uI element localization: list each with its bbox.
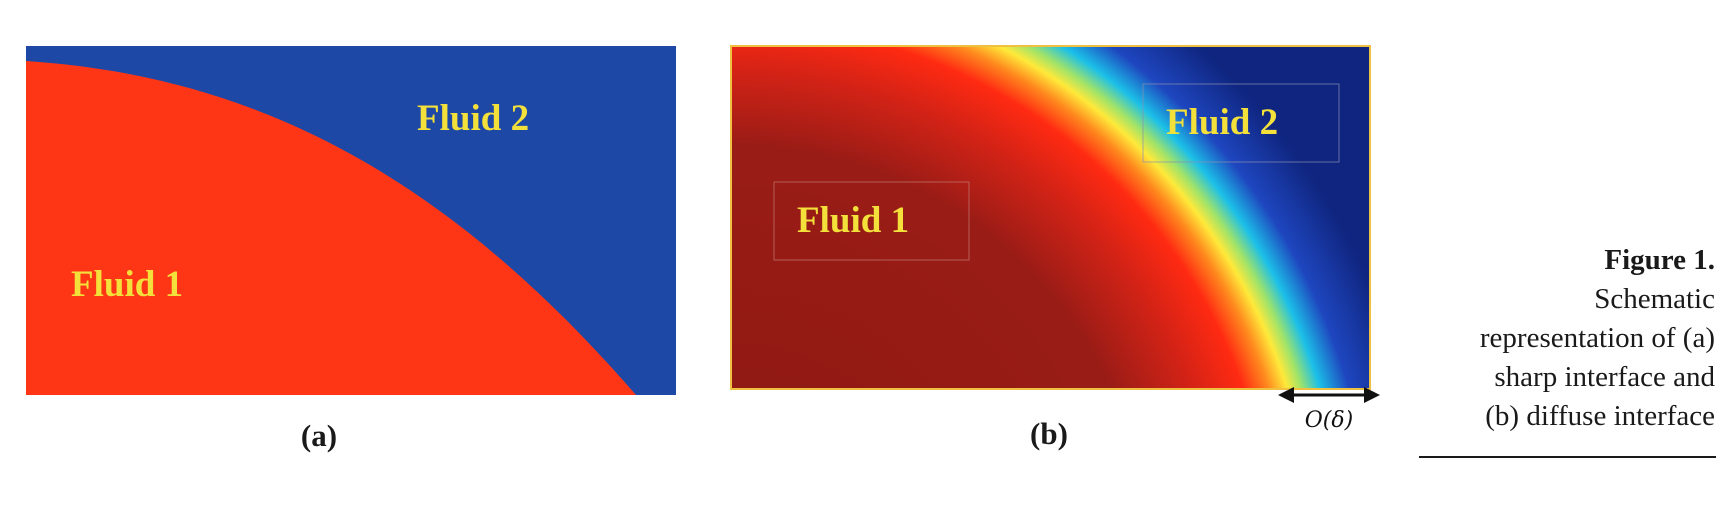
interface-width-label: O(δ) — [1305, 408, 1353, 433]
arrow-left-icon — [1278, 387, 1294, 403]
caption-line: Schematic — [1594, 283, 1715, 315]
panel-b-label: (b) — [1030, 416, 1068, 451]
caption-line: sharp interface and — [1494, 361, 1715, 393]
figure-caption: Figure 1. Schematic representation of (a… — [1415, 241, 1715, 436]
diffuse-field — [730, 45, 1371, 390]
fluid1-label: Fluid 1 — [71, 264, 183, 305]
panel-b-border — [730, 45, 1371, 390]
panel-a-label: (a) — [300, 418, 338, 453]
fluid2-label-box — [1142, 83, 1340, 163]
fluid1-label: Fluid 1 — [797, 200, 909, 241]
arrow-right-icon — [1364, 387, 1380, 403]
panel-a-sharp-interface: Fluid 2 Fluid 1 — [26, 46, 676, 395]
interface-width-annotation: O(δ) — [1278, 387, 1380, 433]
fluid2-label: Fluid 2 — [1166, 102, 1278, 143]
fluid1-label-box — [773, 181, 970, 261]
caption-line: representation of (a) — [1479, 322, 1715, 354]
caption-line: (b) diffuse interface — [1485, 400, 1715, 432]
fluid1-region — [26, 61, 636, 395]
caption-rule — [1419, 456, 1716, 458]
panel-b-diffuse-interface: Fluid 2 Fluid 1 — [730, 45, 1371, 390]
fluid2-label: Fluid 2 — [417, 98, 529, 139]
caption-title: Figure 1. — [1604, 244, 1715, 276]
